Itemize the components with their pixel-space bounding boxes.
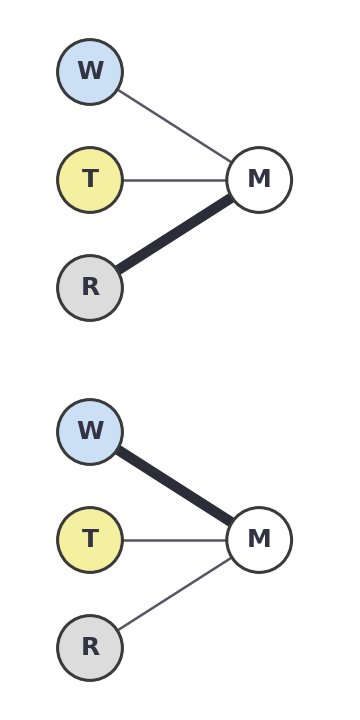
Circle shape (58, 508, 122, 572)
Text: T: T (81, 528, 99, 552)
Text: W: W (76, 420, 104, 444)
Circle shape (227, 148, 292, 212)
Circle shape (58, 256, 122, 320)
Text: T: T (81, 168, 99, 192)
Text: R: R (80, 276, 100, 300)
Circle shape (227, 508, 292, 572)
Text: M: M (247, 168, 271, 192)
Text: W: W (76, 60, 104, 84)
Circle shape (58, 40, 122, 104)
Text: M: M (247, 528, 271, 552)
Circle shape (58, 148, 122, 212)
Circle shape (58, 616, 122, 680)
Text: R: R (80, 636, 100, 660)
Circle shape (58, 400, 122, 464)
